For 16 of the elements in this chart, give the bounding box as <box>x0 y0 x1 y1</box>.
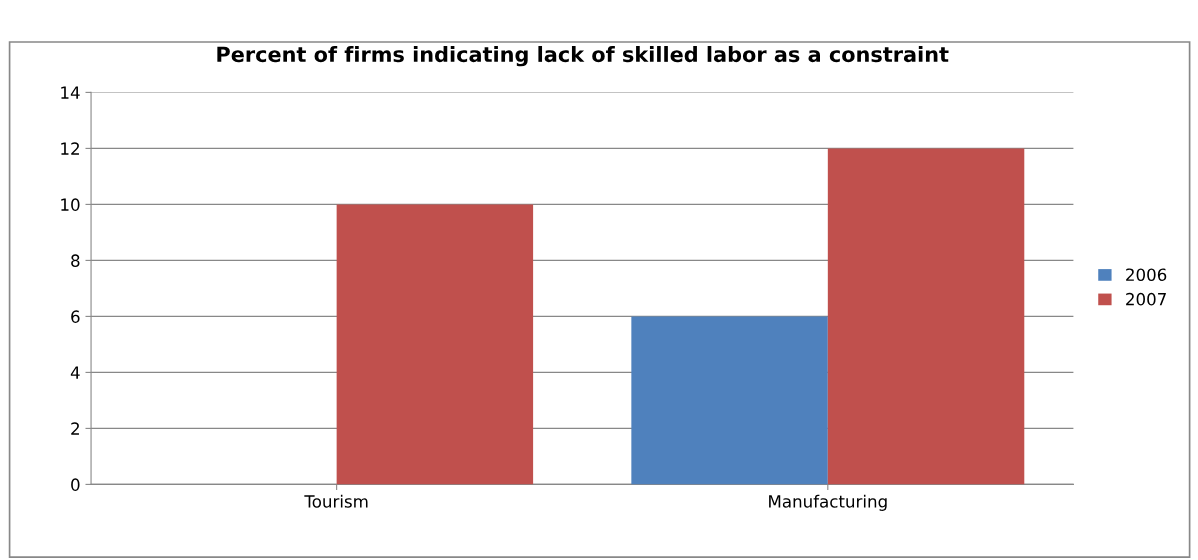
bar <box>631 316 828 485</box>
x-tick-label: Manufacturing <box>769 494 887 511</box>
x-tick-label: Tourism <box>304 494 368 508</box>
legend-label: 2006 <box>1126 268 1167 281</box>
chart-title: Percent of firms indicating lack of skilled labor as a constraint <box>217 46 949 67</box>
y-tick-label: 4 <box>70 366 80 379</box>
y-tick-label: 0 <box>71 478 80 491</box>
y-tick-label: 2 <box>71 422 79 435</box>
y-tick-label: 14 <box>61 86 80 99</box>
y-tick-label: 10 <box>61 198 80 211</box>
y-tick-label: 8 <box>71 254 80 267</box>
legend-label: 2007 <box>1126 292 1166 306</box>
bar <box>336 204 534 485</box>
y-tick-label: 12 <box>61 142 79 155</box>
bar <box>827 148 1025 485</box>
y-tick-label: 6 <box>71 310 80 323</box>
